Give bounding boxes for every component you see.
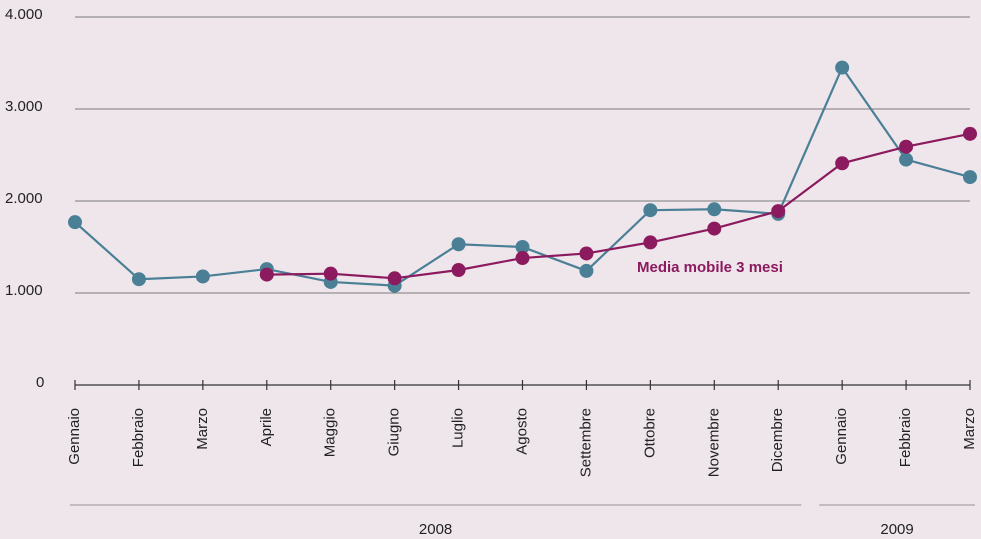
x-tick-label: Aprile xyxy=(258,408,275,446)
x-tick-label: Marzo xyxy=(961,408,978,450)
x-tick-label: Novembre xyxy=(705,408,722,477)
point xyxy=(579,246,594,261)
point xyxy=(707,221,722,236)
point xyxy=(771,204,786,219)
x-tick-label: Gennaio xyxy=(66,408,83,465)
x-tick-label: Agosto xyxy=(513,408,530,455)
x-tick-label: Dicembre xyxy=(769,408,786,472)
y-tick-label: 0 xyxy=(36,374,44,391)
point xyxy=(963,170,977,185)
y-tick-label: 1.000 xyxy=(5,282,43,299)
point xyxy=(323,266,338,281)
point xyxy=(515,240,530,254)
point xyxy=(451,237,466,252)
point xyxy=(899,139,914,154)
x-tick-label: Maggio xyxy=(322,408,339,457)
series-line xyxy=(266,132,971,280)
point xyxy=(835,60,850,75)
point xyxy=(643,235,658,250)
x-tick-label: Luglio xyxy=(450,408,467,448)
x-tick-label: Febbraio xyxy=(897,408,914,467)
y-tick-label: 3.000 xyxy=(5,98,43,115)
point xyxy=(68,215,82,230)
x-tick-label: Giugno xyxy=(386,408,403,456)
x-tick-label: Settembre xyxy=(577,408,594,477)
point xyxy=(515,251,530,266)
point xyxy=(835,156,850,171)
point xyxy=(643,203,658,218)
x-tick-label: Febbraio xyxy=(130,408,147,467)
point xyxy=(451,263,466,277)
point xyxy=(963,126,977,141)
point xyxy=(579,263,594,278)
point xyxy=(387,271,402,286)
point xyxy=(899,152,914,167)
point xyxy=(259,267,274,282)
point xyxy=(131,272,146,287)
series-label: Media mobile 3 mesi xyxy=(637,259,783,276)
x-tick-label: Gennaio xyxy=(833,408,850,465)
group-label: 2009 xyxy=(880,521,913,538)
point xyxy=(195,269,210,284)
x-tick-label: Ottobre xyxy=(641,408,658,458)
group-label: 2008 xyxy=(419,521,452,538)
y-tick-label: 4.000 xyxy=(5,6,43,23)
y-tick-label: 2.000 xyxy=(5,190,43,207)
x-tick-label: Marzo xyxy=(194,408,211,450)
point xyxy=(707,202,722,217)
